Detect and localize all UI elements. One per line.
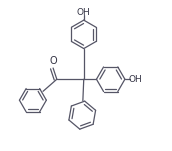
Text: OH: OH [77, 8, 91, 17]
Text: OH: OH [128, 75, 142, 84]
Text: O: O [49, 56, 57, 66]
